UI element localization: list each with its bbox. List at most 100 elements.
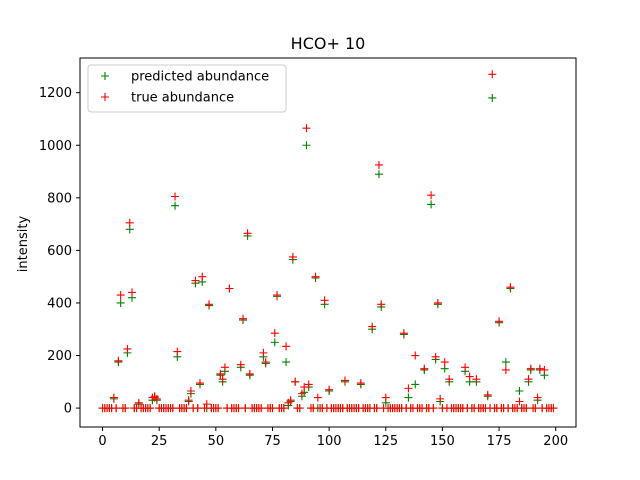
data-point — [288, 252, 297, 261]
data-point — [445, 375, 454, 384]
data-point — [282, 342, 291, 351]
data-point — [533, 393, 542, 402]
data-point — [356, 379, 365, 388]
data-point — [461, 363, 470, 372]
data-point — [404, 384, 413, 393]
data-point — [193, 404, 202, 413]
y-tick-label: 800 — [47, 191, 72, 206]
data-point — [282, 358, 291, 367]
y-tick-label: 1000 — [39, 139, 72, 154]
legend-marker — [101, 93, 109, 101]
data-point — [128, 288, 137, 297]
data-point — [325, 385, 334, 394]
data-point — [501, 365, 510, 374]
data-point — [399, 329, 408, 338]
data-point — [302, 124, 311, 133]
x-tick-label: 0 — [98, 434, 106, 449]
data-point — [214, 404, 223, 413]
data-point — [549, 404, 558, 413]
data-point — [239, 314, 248, 323]
axes: 0 25 50 75 100 125 150 175 200 0 200 400 600 800 1000 1… — [39, 57, 577, 449]
data-point — [112, 404, 121, 413]
data-point — [173, 347, 182, 356]
data-point — [381, 393, 390, 402]
data-point — [241, 404, 250, 413]
data-point — [368, 322, 377, 331]
data-point — [218, 375, 227, 384]
y-tick-label: 400 — [47, 296, 72, 311]
data-point — [302, 141, 311, 150]
data-point — [472, 375, 481, 384]
legend-box — [87, 64, 287, 113]
legend: predicted abundance true abundance — [87, 64, 287, 113]
plot-frame — [79, 57, 577, 428]
data-point — [123, 344, 132, 353]
data-point — [116, 291, 125, 300]
data-point — [515, 386, 524, 395]
data-point — [501, 358, 510, 367]
data-point — [483, 390, 492, 399]
data-point — [270, 329, 279, 338]
data-point — [506, 283, 515, 292]
data-point — [116, 298, 125, 307]
data-point — [320, 296, 329, 305]
data-point — [220, 363, 229, 372]
data-point — [295, 404, 304, 413]
x-tick-label: 25 — [151, 434, 168, 449]
y-axis-label: intensity — [16, 216, 31, 273]
data-point — [304, 380, 313, 389]
x-tick-label: 150 — [430, 434, 455, 449]
data-point — [515, 397, 524, 406]
data-point — [411, 380, 420, 389]
data-point — [522, 404, 531, 413]
data-point — [411, 351, 420, 360]
y-tick-label: 600 — [47, 244, 72, 259]
data-point — [146, 404, 155, 413]
data-point — [374, 160, 383, 169]
data-point — [372, 404, 381, 413]
data-marks — [98, 70, 558, 413]
data-point — [488, 70, 497, 79]
series-1 — [98, 70, 558, 413]
data-point — [540, 365, 549, 374]
data-point — [257, 404, 266, 413]
data-point — [297, 389, 306, 398]
data-point — [109, 393, 118, 402]
data-point — [243, 229, 252, 238]
data-point — [259, 348, 268, 357]
chart-title: HCO+ 10 — [291, 34, 366, 53]
data-point — [279, 404, 288, 413]
data-point — [225, 284, 234, 293]
data-point — [195, 379, 204, 388]
data-point — [121, 404, 130, 413]
x-tick-label: 125 — [373, 434, 398, 449]
data-point — [436, 394, 445, 403]
data-point — [429, 404, 438, 413]
legend-label: true abundance — [131, 91, 234, 106]
data-point — [236, 360, 245, 369]
data-point — [202, 400, 211, 409]
data-point — [524, 375, 533, 384]
data-point — [125, 218, 134, 227]
x-tick-label: 100 — [317, 434, 342, 449]
x-tick-label: 50 — [208, 434, 225, 449]
data-point — [535, 364, 544, 373]
data-point — [488, 93, 497, 102]
y-tick-label: 200 — [47, 349, 72, 364]
data-point — [440, 358, 449, 367]
y-tick-label: 1200 — [39, 86, 72, 101]
data-point — [270, 338, 279, 347]
data-point — [186, 386, 195, 395]
data-point — [309, 404, 318, 413]
data-point — [404, 393, 413, 402]
data-point — [531, 404, 540, 413]
data-point — [152, 394, 161, 403]
data-point — [268, 404, 277, 413]
data-point — [313, 393, 322, 402]
data-point — [216, 369, 225, 378]
data-point — [340, 376, 349, 385]
data-point — [184, 396, 193, 405]
data-point — [374, 170, 383, 179]
data-point — [205, 300, 214, 309]
x-tick-label: 175 — [487, 434, 512, 449]
